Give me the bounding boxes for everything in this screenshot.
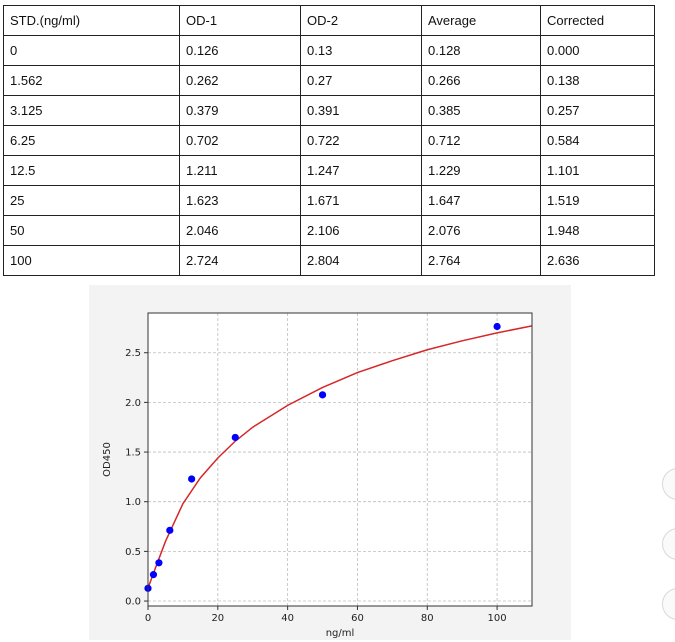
table-cell: 1.623	[179, 185, 301, 216]
y-axis-label: OD450	[102, 442, 113, 477]
data-point	[155, 559, 163, 567]
y-tick-label: 0.5	[125, 547, 141, 558]
table-cell: 50	[3, 215, 180, 246]
table-header-row: STD.(ng/ml) OD-1 OD-2 Average Corrected	[3, 5, 655, 36]
table-cell: 1.562	[3, 65, 180, 96]
table-cell: 0.13	[300, 35, 422, 66]
y-tick-label: 1.5	[125, 448, 141, 459]
plot-frame	[147, 312, 533, 607]
table-row: 50 2.046 2.106 2.076 1.948	[3, 215, 655, 246]
table-cell: 1.948	[540, 215, 655, 246]
table-cell: 2.764	[421, 245, 541, 276]
table-cell: 3.125	[3, 95, 180, 126]
table-row: 6.25 0.702 0.722 0.712 0.584	[3, 125, 655, 156]
table-cell: 1.647	[421, 185, 541, 216]
table-cell: 0	[3, 35, 180, 66]
table-cell: 1.247	[300, 155, 422, 186]
data-point	[188, 475, 196, 483]
table-cell: 2.106	[300, 215, 422, 246]
decorative-circle	[662, 468, 675, 500]
data-point	[231, 433, 239, 442]
table-cell: 2.636	[540, 245, 655, 276]
column-header-std: STD.(ng/ml)	[3, 5, 180, 36]
x-axis-label: ng/ml	[326, 628, 355, 639]
y-tick-label: 2.0	[125, 398, 141, 409]
table-cell: 25	[3, 185, 180, 216]
standard-curve-chart: 0 20 40 60 80 100 0.0 0.5 1.0 1.5 2.0 2.5 ng/ml OD450	[89, 285, 571, 640]
table-row: 12.5 1.211 1.247 1.229 1.101	[3, 155, 655, 186]
data-point	[493, 322, 501, 331]
table-cell: 1.671	[300, 185, 422, 216]
table-cell: 0.126	[179, 35, 301, 66]
table-cell: 1.211	[179, 155, 301, 186]
table-cell: 0.262	[179, 65, 301, 96]
x-tick-label: 0	[145, 613, 151, 624]
table-cell: 0.702	[179, 125, 301, 156]
table-body: 0 0.126 0.13 0.128 0.000 1.562 0.262 0.27 0.266 0…	[3, 35, 655, 276]
decorative-circle	[662, 528, 675, 560]
table-cell: 0.584	[540, 125, 655, 156]
table-row: 3.125 0.379 0.391 0.385 0.257	[3, 95, 655, 126]
column-header-od2: OD-2	[300, 5, 422, 36]
standard-curve-table: STD.(ng/ml) OD-1 OD-2 Average Corrected …	[3, 5, 655, 276]
table-cell: 6.25	[3, 125, 180, 156]
column-header-od1: OD-1	[179, 5, 301, 36]
y-tick-label: 1.0	[125, 497, 141, 508]
table-cell: 2.724	[179, 245, 301, 276]
table-row: 1.562 0.262 0.27 0.266 0.138	[3, 65, 655, 96]
decorative-circle	[662, 588, 675, 620]
plot-area	[148, 313, 532, 606]
x-tick-label: 80	[421, 613, 434, 624]
table-cell: 0.391	[300, 95, 422, 126]
data-point	[149, 571, 158, 579]
x-tick-label: 100	[488, 613, 507, 624]
table-cell: 0.000	[540, 35, 655, 66]
fit-curve-line	[147, 325, 533, 589]
x-tick-label: 20	[211, 613, 224, 624]
table-row: 25 1.623 1.671 1.647 1.519	[3, 185, 655, 216]
table-cell: 12.5	[3, 155, 180, 186]
chart-svg: 0 20 40 60 80 100 0.0 0.5 1.0 1.5 2.0 2.5 ng/ml OD450	[102, 312, 533, 639]
table-cell: 2.046	[179, 215, 301, 246]
table-cell: 0.722	[300, 125, 422, 156]
table-cell: 0.379	[179, 95, 301, 126]
table-row: 0 0.126 0.13 0.128 0.000	[3, 35, 655, 66]
table-cell: 1.229	[421, 155, 541, 186]
data-point	[166, 526, 174, 534]
table-cell: 0.266	[421, 65, 541, 96]
table-cell: 100	[3, 245, 180, 276]
table-cell: 0.712	[421, 125, 541, 156]
column-header-corrected: Corrected	[540, 5, 655, 36]
table-cell: 1.101	[540, 155, 655, 186]
table-cell: 0.27	[300, 65, 422, 96]
table-cell: 0.128	[421, 35, 541, 66]
table-cell: 0.257	[540, 95, 655, 126]
x-tick-label: 40	[281, 613, 294, 624]
table-cell: 0.138	[540, 65, 655, 96]
table-row: 100 2.724 2.804 2.764 2.636	[3, 245, 655, 276]
column-header-average: Average	[421, 5, 541, 36]
y-tick-label: 2.5	[125, 348, 141, 359]
table-cell: 2.804	[300, 245, 422, 276]
x-tick-label: 60	[351, 613, 364, 624]
table-cell: 1.519	[540, 185, 655, 216]
table-cell: 0.385	[421, 95, 541, 126]
data-point	[318, 391, 327, 399]
table-cell: 2.076	[421, 215, 541, 246]
y-tick-label: 0.0	[125, 597, 141, 608]
